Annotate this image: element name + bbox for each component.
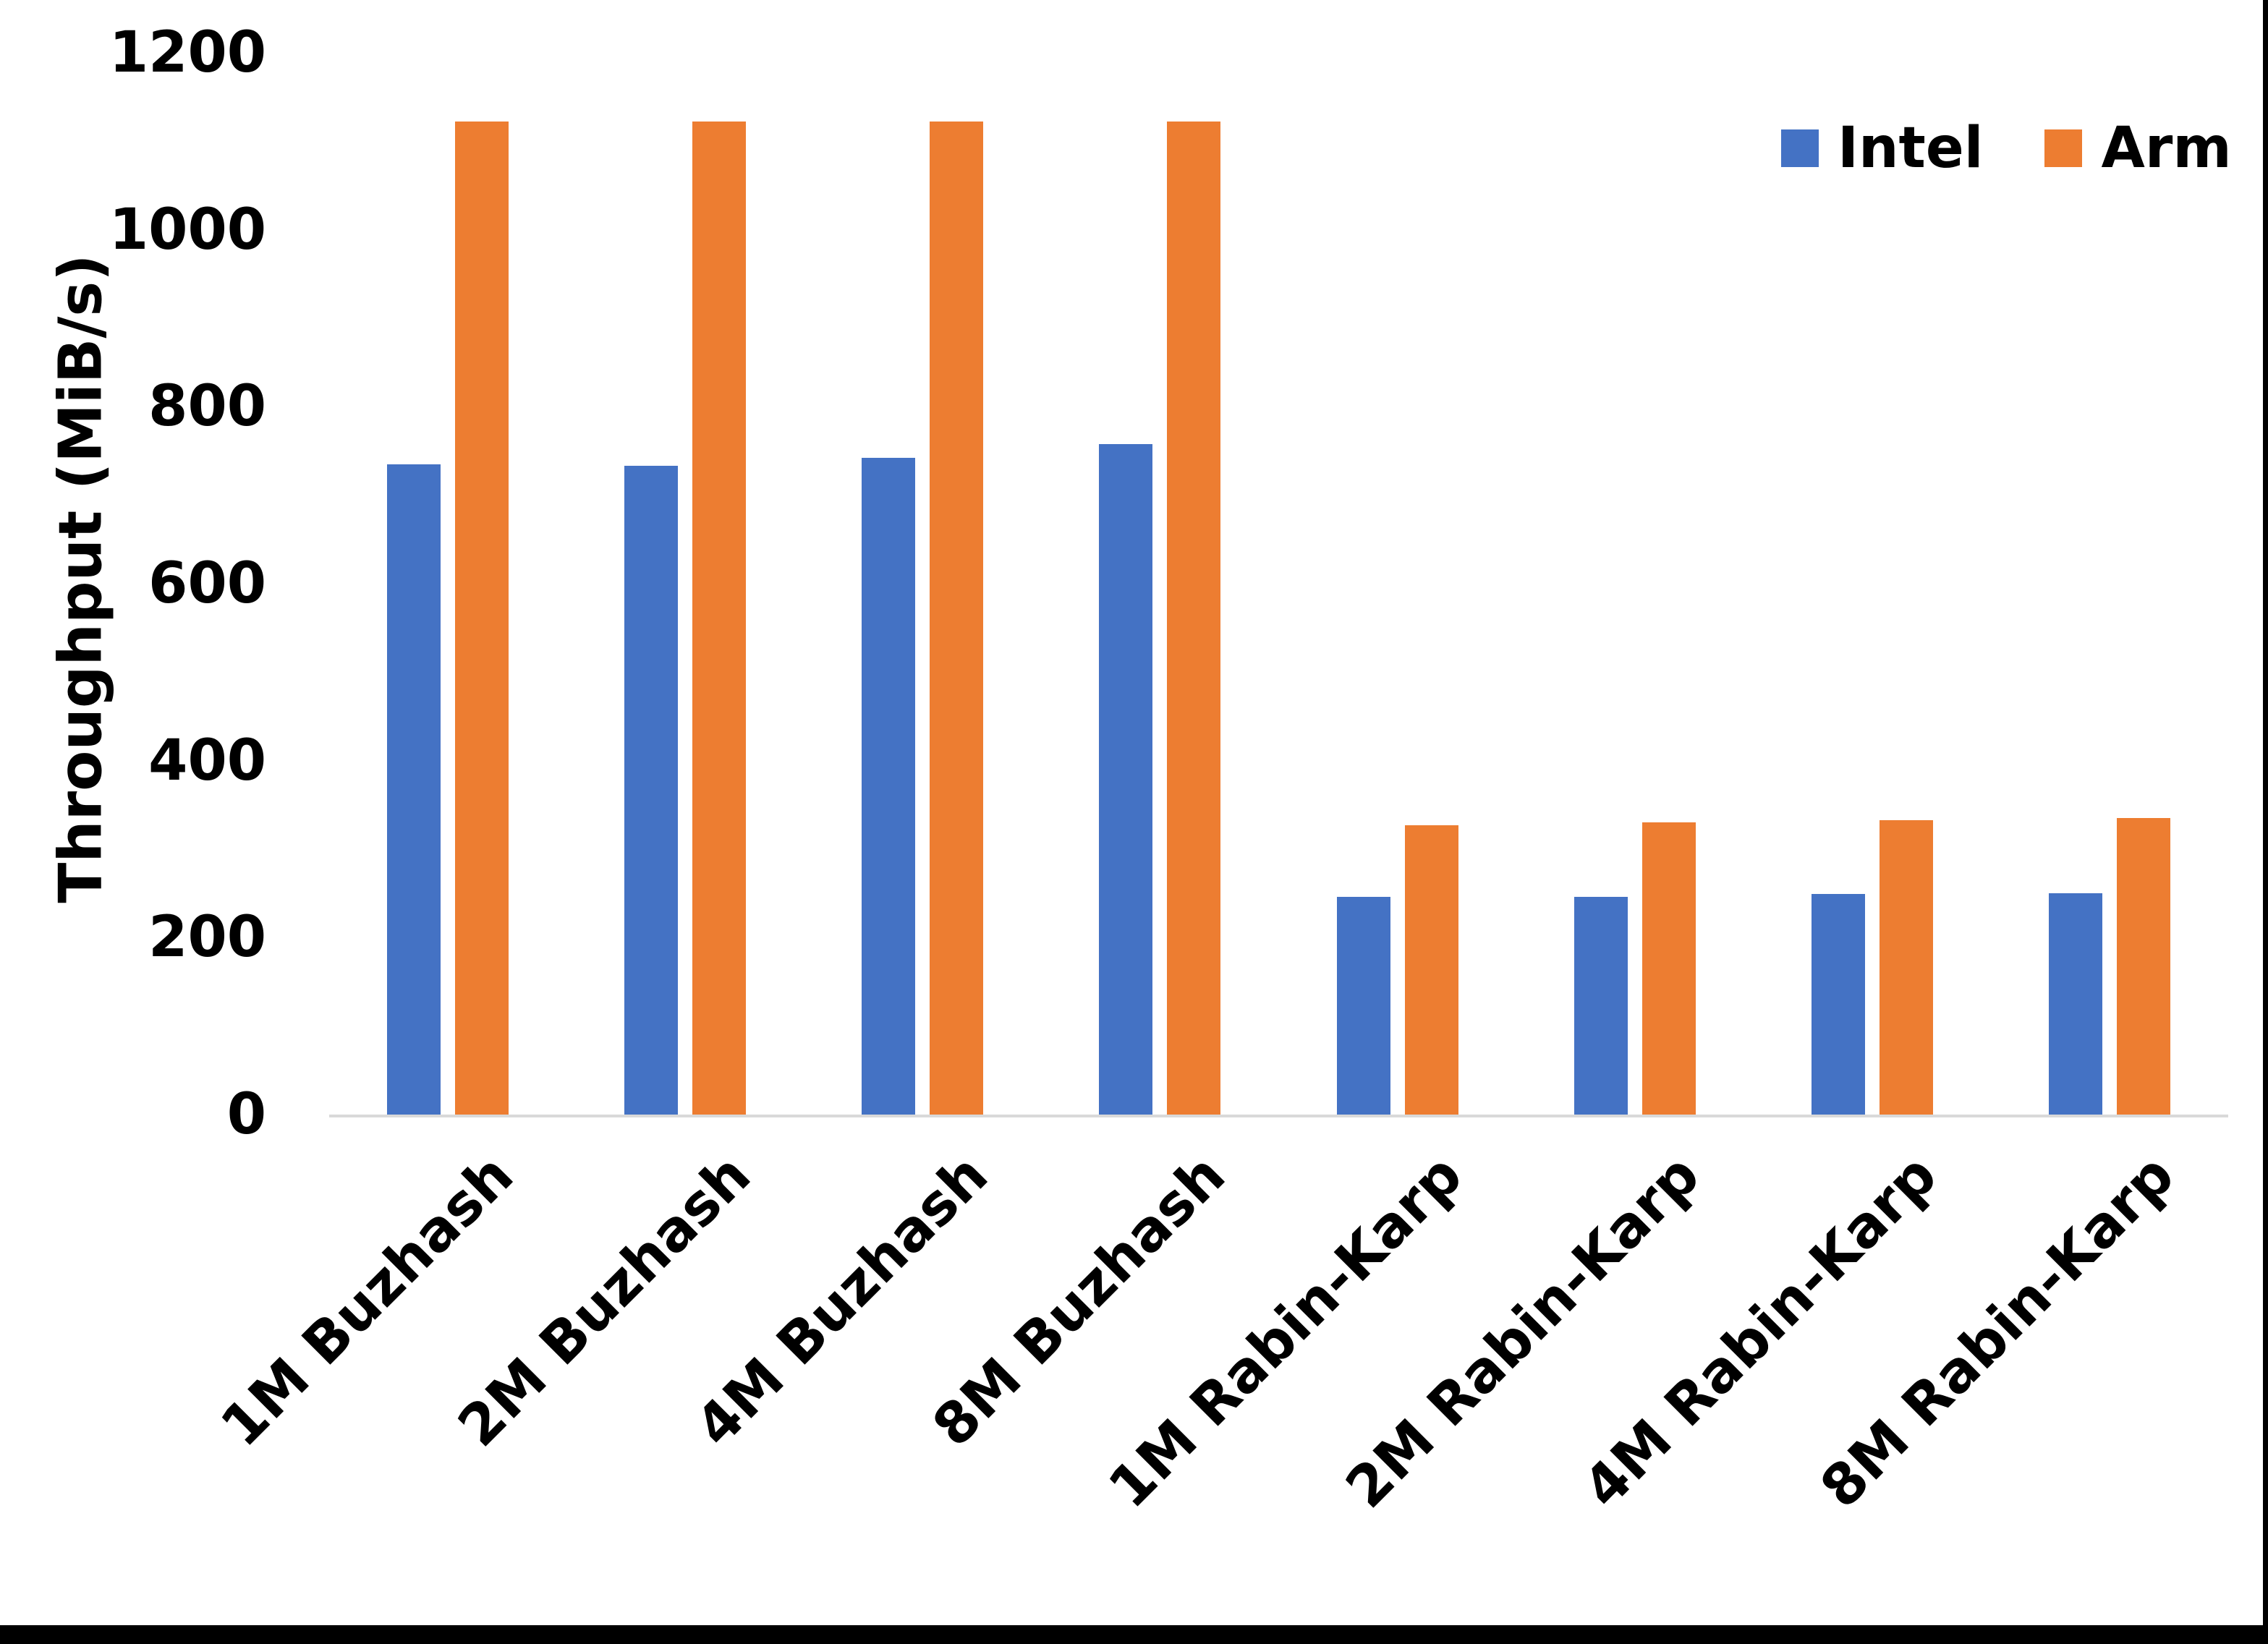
bar-intel-2m-buzhash [624,466,679,1115]
bar-intel-8m-rabin-karp [2048,893,2102,1115]
bar-arm-1m-buzhash [455,122,509,1115]
legend: Intel Arm [1781,116,2232,181]
bar-arm-4m-buzhash [930,122,984,1115]
bar-arm-8m-buzhash [1167,122,1221,1115]
legend-item-intel: Intel [1781,116,1983,181]
page-right-edge [2263,0,2268,1644]
bar-arm-2m-buzhash [692,122,747,1115]
legend-label-arm: Arm [2101,116,2232,181]
legend-item-arm: Arm [2044,116,2232,181]
bar-arm-4m-rabin-karp [1879,819,1933,1115]
x-axis-line [329,1115,2228,1117]
bar-arm-8m-rabin-karp [2116,818,2170,1115]
legend-label-intel: Intel [1838,116,1984,181]
y-tick-label-800: 800 [148,374,266,440]
bar-intel-4m-buzhash [862,458,916,1115]
intel-series-swatch-icon [1781,129,1819,167]
arm-series-swatch-icon [2044,129,2083,167]
y-tick-label-1000: 1000 [109,197,266,263]
bar-arm-1m-rabin-karp [1404,825,1458,1115]
bar-arm-2m-rabin-karp [1641,822,1696,1115]
bar-intel-8m-buzhash [1099,443,1153,1115]
y-tick-label-400: 400 [148,728,266,793]
bar-intel-2m-rabin-karp [1573,897,1628,1115]
y-tick-label-1200: 1200 [109,20,266,85]
bar-intel-1m-buzhash [387,464,441,1115]
y-tick-label-600: 600 [148,551,266,616]
y-tick-label-200: 200 [148,905,266,971]
bar-intel-4m-rabin-karp [1811,894,1865,1115]
bar-intel-1m-rabin-karp [1336,897,1390,1115]
plot-area [329,53,2228,1115]
page-bottom-edge [0,1625,2268,1644]
y-tick-label-0: 0 [226,1082,266,1147]
